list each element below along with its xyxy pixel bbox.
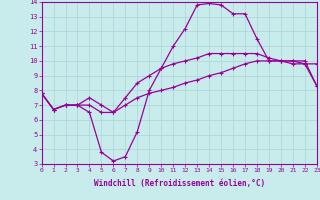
X-axis label: Windchill (Refroidissement éolien,°C): Windchill (Refroidissement éolien,°C) bbox=[94, 179, 265, 188]
